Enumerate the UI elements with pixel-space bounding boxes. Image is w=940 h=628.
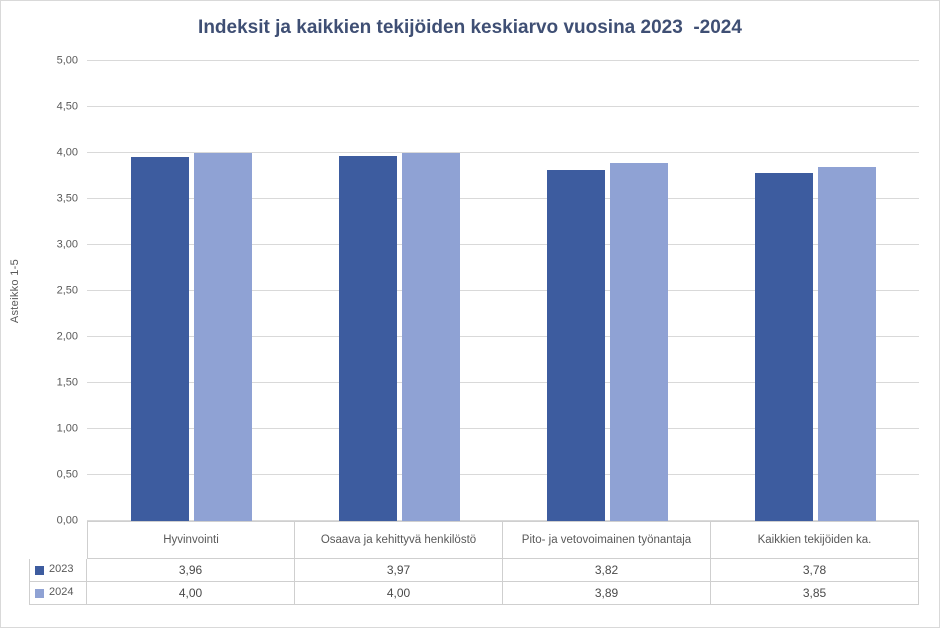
gridline bbox=[87, 520, 919, 521]
gridline bbox=[87, 428, 919, 429]
bar-group bbox=[295, 61, 503, 521]
value-cell-2023-2: 3,97 bbox=[295, 559, 503, 582]
gridline bbox=[87, 336, 919, 337]
gridline bbox=[87, 198, 919, 199]
y-tick-label: 5,00 bbox=[56, 54, 78, 67]
y-tick-label: 2,50 bbox=[56, 284, 78, 297]
gridline bbox=[87, 290, 919, 291]
y-tick-label: 4,50 bbox=[56, 100, 78, 113]
y-tick-label: 4,00 bbox=[56, 146, 78, 159]
value-cell-2023-3: 3,82 bbox=[503, 559, 711, 582]
gridline bbox=[87, 474, 919, 475]
bar-2024-2 bbox=[401, 153, 460, 521]
gridline bbox=[87, 60, 919, 61]
legend-entry-2023: 2023 bbox=[29, 559, 87, 582]
bar-group bbox=[503, 61, 711, 521]
bar-2024-4 bbox=[817, 166, 876, 521]
value-cell-2024-1: 4,00 bbox=[87, 582, 295, 605]
value-cell-2024-4: 3,85 bbox=[711, 582, 919, 605]
y-axis-label: Asteikko 1-5 bbox=[9, 258, 21, 324]
legend-swatch-2023 bbox=[35, 565, 44, 575]
value-cell-2024-3: 3,89 bbox=[503, 582, 711, 605]
y-tick-label: 3,50 bbox=[56, 192, 78, 205]
gridline bbox=[87, 152, 919, 153]
value-cell-2023-4: 3,78 bbox=[711, 559, 919, 582]
chart-title: Indeksit ja kaikkien tekijöiden keskiarv… bbox=[198, 17, 742, 38]
bar-group bbox=[711, 61, 919, 521]
bar-2023-1 bbox=[130, 156, 189, 521]
y-tick-label: 1,50 bbox=[56, 376, 78, 389]
chart-body: Asteikko 1-5 5,00 4,50 4,00 3,50 3,00 2,50 2,0… bbox=[1, 55, 939, 526]
y-tick-label: 0,50 bbox=[56, 468, 78, 481]
y-tick-label: 1,00 bbox=[56, 422, 78, 435]
bar-2024-1 bbox=[193, 153, 252, 521]
legend-entry-2024: 2024 bbox=[29, 582, 87, 605]
data-table: Hyvinvointi Osaava ja kehittyvä henkilöst… bbox=[29, 521, 919, 605]
bar-2024-3 bbox=[609, 163, 668, 521]
bar-group bbox=[87, 61, 295, 521]
legend-label-2023: 2023 bbox=[49, 563, 74, 576]
plot-area bbox=[87, 60, 919, 521]
category-header: Hyvinvointi bbox=[87, 521, 295, 559]
category-header: Osaava ja kehittyvä henkilöstö bbox=[295, 521, 503, 559]
y-axis-label-column: Asteikko 1-5 bbox=[1, 61, 29, 521]
y-tick-label: 3,00 bbox=[56, 238, 78, 251]
y-tick-label: 2,00 bbox=[56, 330, 78, 343]
y-tick-label: 0,00 bbox=[56, 514, 78, 527]
bar-2023-3 bbox=[546, 169, 605, 521]
category-header: Kaikkien tekijöiden ka. bbox=[711, 521, 919, 559]
gridline bbox=[87, 106, 919, 107]
legend-label-2024: 2024 bbox=[49, 586, 74, 599]
bar-2023-2 bbox=[338, 155, 397, 521]
bar-2023-4 bbox=[754, 173, 813, 521]
legend-swatch-2024 bbox=[35, 588, 44, 598]
value-cell-2023-1: 3,96 bbox=[87, 559, 295, 582]
category-header: Pito- ja vetovoimainen työnantaja bbox=[503, 521, 711, 559]
gridline bbox=[87, 244, 919, 245]
y-axis-tick-labels: 5,00 4,50 4,00 3,50 3,00 2,50 2,00 1,50 1,00 0,50… bbox=[29, 55, 87, 526]
gridline bbox=[87, 382, 919, 383]
table-corner bbox=[29, 521, 87, 559]
value-cell-2024-2: 4,00 bbox=[295, 582, 503, 605]
